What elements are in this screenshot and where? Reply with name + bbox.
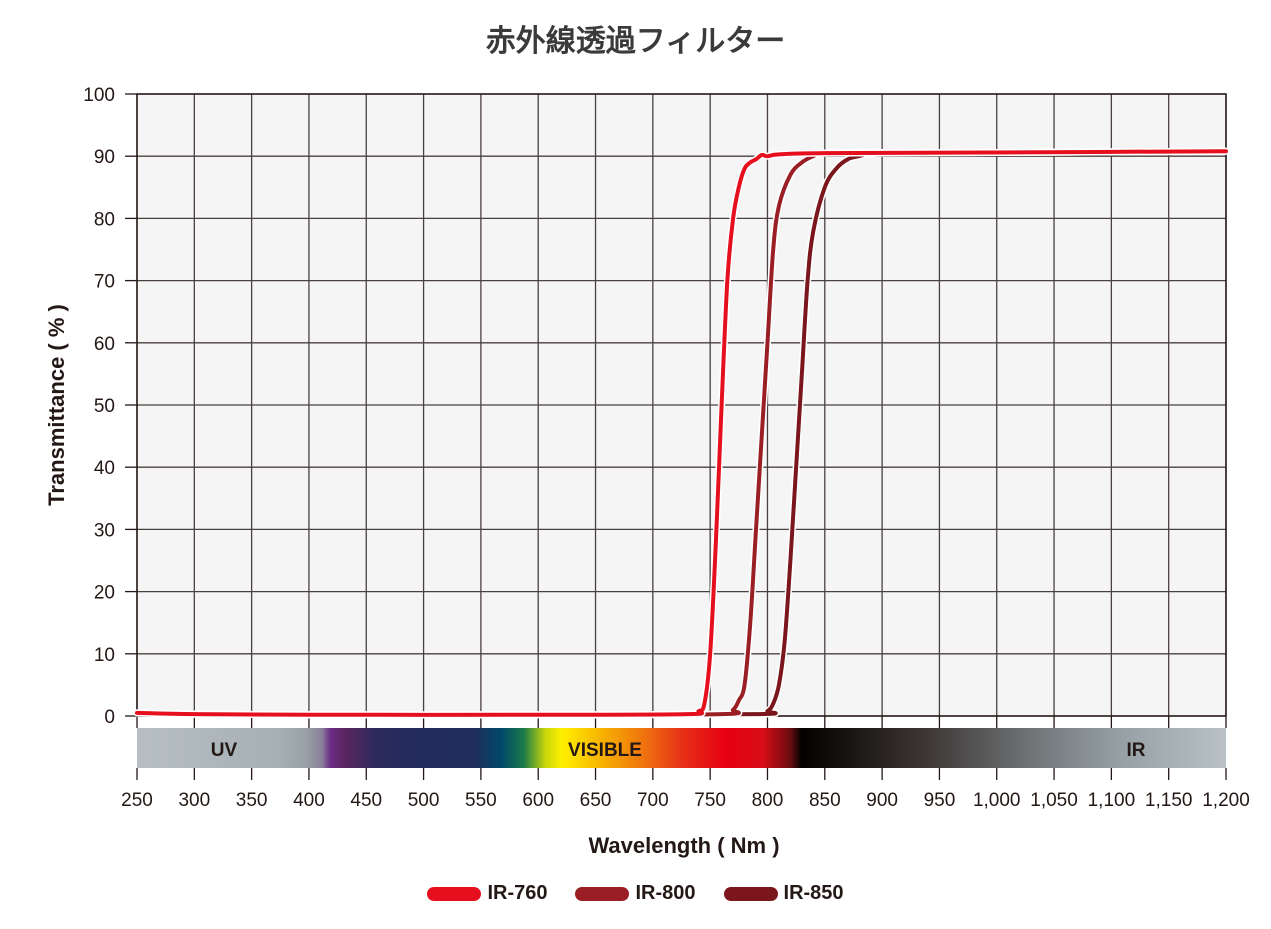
y-tick-label: 70 (94, 272, 115, 293)
x-tick-label: 800 (752, 790, 784, 811)
y-tick-label: 90 (94, 147, 115, 168)
y-tick-label: 10 (94, 645, 115, 666)
legend-item-ir800: IR-800 (575, 882, 696, 905)
y-tick-label: 30 (94, 520, 115, 541)
axis-ticks: 0 10 20 30 40 50 60 70 80 90 100 250 300 350 400 450 500… (83, 85, 1249, 811)
y-tick-label: 20 (94, 583, 115, 604)
x-tick-label: 900 (866, 790, 898, 811)
x-tick-label: 250 (121, 790, 153, 811)
x-tick-label: 1,000 (973, 790, 1021, 811)
x-tick-label: 350 (236, 790, 268, 811)
x-tick-label: 950 (924, 790, 956, 811)
legend-swatch-icon (575, 886, 630, 901)
spectrum-label-visible: VISIBLE (568, 740, 642, 761)
legend-item-ir760: IR-760 (427, 882, 547, 905)
spectrum-label-uv: UV (211, 740, 238, 761)
legend-label: IR-850 (783, 882, 844, 904)
chart-title: 赤外線透過フィルター (485, 24, 786, 59)
x-tick-label: 600 (522, 790, 554, 811)
x-tick-label: 750 (694, 790, 726, 811)
x-tick-label: 650 (580, 790, 612, 811)
x-tick-label: 1,100 (1088, 790, 1136, 811)
spectrum-bar (137, 728, 1226, 768)
legend-swatch-icon (723, 886, 778, 901)
x-tick-label: 1,150 (1145, 790, 1193, 811)
y-tick-label: 50 (94, 396, 115, 417)
x-tick-label: 700 (637, 790, 669, 811)
x-tick-label: 850 (809, 790, 841, 811)
y-axis-label: Transmittance ( % ) (44, 304, 69, 506)
series-line-ir-760 (135, 149, 1228, 717)
spectrum-label-ir: IR (1127, 740, 1146, 761)
data-series (133, 147, 1230, 719)
y-tick-label: 40 (94, 458, 115, 479)
x-tick-label: 300 (178, 790, 210, 811)
x-tick-label: 1,050 (1030, 790, 1078, 811)
x-tick-label: 500 (408, 790, 440, 811)
x-tick-label: 400 (293, 790, 325, 811)
legend-swatch-icon (427, 886, 482, 901)
y-tick-label: 100 (83, 85, 115, 106)
legend-item-ir850: IR-850 (723, 882, 844, 905)
y-tick-label: 60 (94, 334, 115, 355)
y-tick-label: 80 (94, 209, 115, 230)
x-axis-label: Wavelength ( Nm ) (588, 833, 779, 858)
x-tick-label: 550 (465, 790, 497, 811)
x-tick-label: 1,200 (1202, 790, 1250, 811)
legend-label: IR-800 (635, 882, 696, 904)
x-tick-label: 450 (350, 790, 382, 811)
legend-label: IR-760 (487, 882, 548, 904)
legend: IR-760 IR-800 IR-850 (0, 882, 1271, 905)
y-tick-label: 0 (104, 707, 115, 728)
